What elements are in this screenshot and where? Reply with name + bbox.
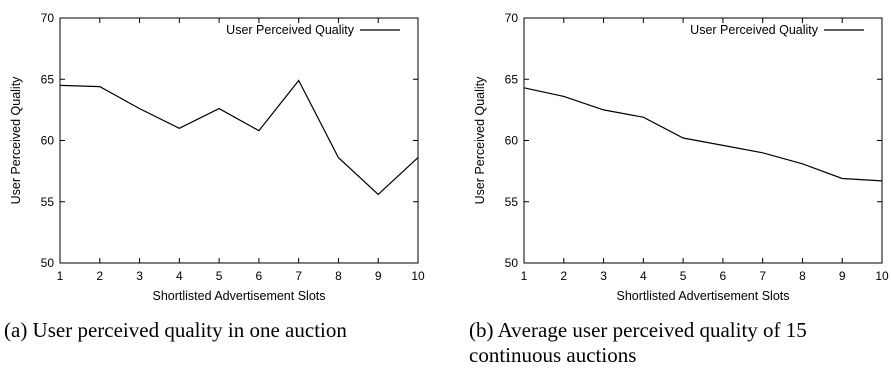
y-axis-label: User Perceived Quality: [473, 76, 487, 205]
x-tick-label: 1: [521, 269, 528, 283]
x-tick-label: 4: [176, 269, 183, 283]
x-tick-label: 10: [411, 269, 425, 283]
x-tick-label: 3: [600, 269, 607, 283]
y-tick-label: 55: [41, 195, 55, 209]
chart-b: 1 2 3 4 5 6 7 8 9 10 50 55 60 65 70 Shortlisted Adverti…: [473, 11, 889, 300]
y-tick-label: 50: [505, 256, 519, 270]
x-tick-label: 5: [680, 269, 687, 283]
caption-b: (b) Average user perceived quality of 15…: [469, 318, 807, 367]
legend-label: User Perceived Quality: [226, 23, 355, 37]
x-tick-label: 7: [295, 269, 302, 283]
y-tick-label: 65: [505, 72, 519, 86]
series-line: [59, 79, 419, 196]
x-tick-label: 8: [799, 269, 806, 283]
x-tick-label: 10: [875, 269, 889, 283]
x-tick-label: 4: [640, 269, 647, 283]
y-tick-label: 50: [41, 256, 55, 270]
legend-label: User Perceived Quality: [690, 23, 819, 37]
x-tick-label: 2: [96, 269, 103, 283]
x-axis-label: Shortlisted Advertisement Slots: [153, 289, 326, 300]
y-tick-label: 70: [505, 11, 519, 25]
x-tick-label: 9: [839, 269, 846, 283]
plot-frame: [59, 17, 419, 264]
x-tick-label: 2: [560, 269, 567, 283]
x-tick-label: 9: [375, 269, 382, 283]
y-tick-label: 65: [41, 72, 55, 86]
y-tick-label: 55: [505, 195, 519, 209]
chart-a: 1 2 3 4 5 6 7 8 9 10 50 55 60 65 70 Shortlisted Adverti…: [9, 11, 425, 300]
y-tick-label: 60: [505, 134, 519, 148]
y-tick-label: 60: [41, 134, 55, 148]
x-tick-label: 8: [335, 269, 342, 283]
caption-a: (a) User perceived quality in one auctio…: [4, 318, 347, 342]
y-axis-label: User Perceived Quality: [9, 76, 23, 205]
series-line: [523, 87, 883, 182]
x-tick-label: 1: [57, 269, 64, 283]
x-tick-label: 6: [720, 269, 727, 283]
x-tick-label: 3: [136, 269, 143, 283]
x-axis-label: Shortlisted Advertisement Slots: [617, 289, 790, 300]
y-tick-label: 70: [41, 11, 55, 25]
x-tick-label: 6: [256, 269, 263, 283]
plot-frame: [523, 17, 883, 264]
x-tick-label: 7: [759, 269, 766, 283]
x-tick-label: 5: [216, 269, 223, 283]
